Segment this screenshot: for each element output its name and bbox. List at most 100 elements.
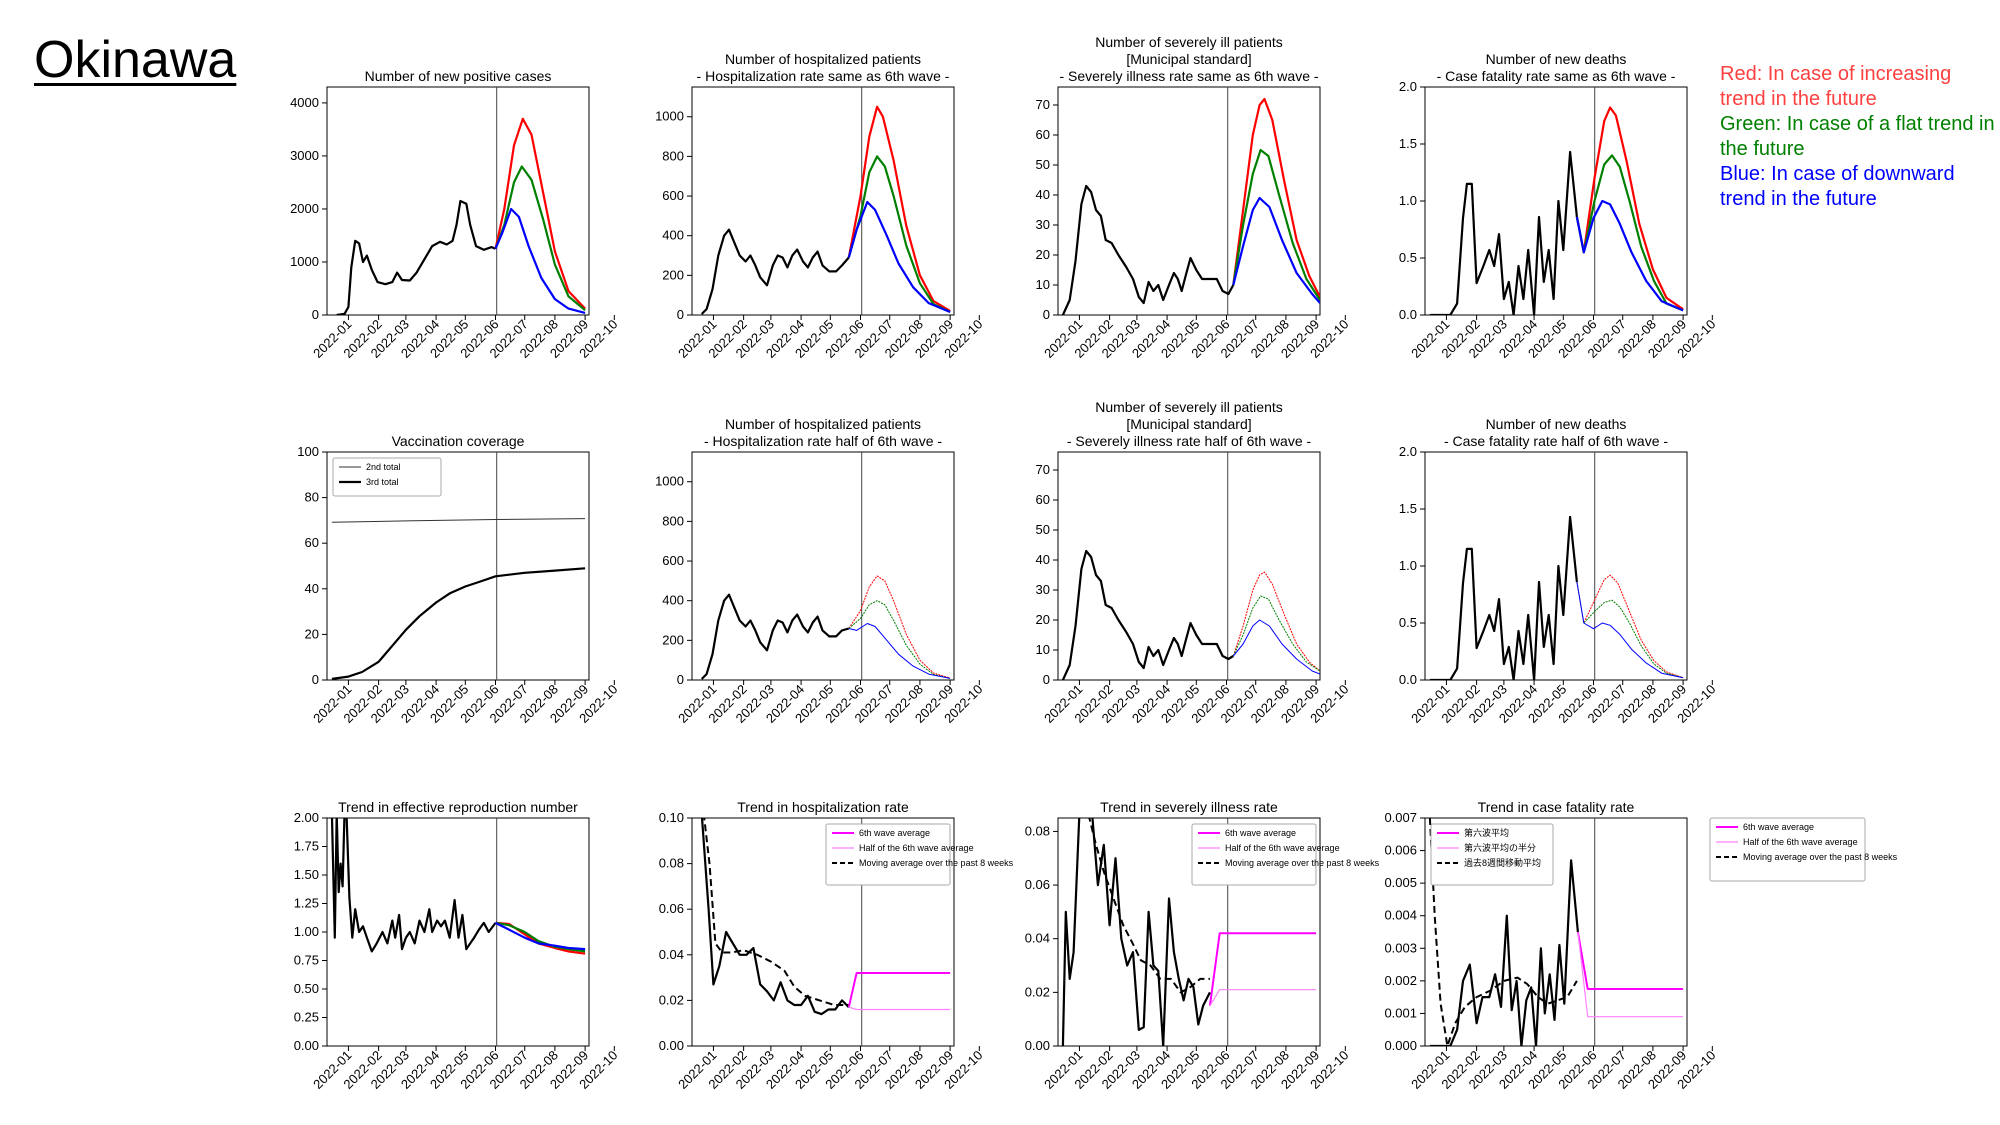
chart-title: Trend in case fatality rate [1478, 799, 1635, 815]
y-tick-label: 200 [662, 632, 684, 647]
legend-label: Half of the 6th wave average [1225, 843, 1340, 853]
chart-legend: 6th wave average Half of the 6th wave ave… [825, 823, 1014, 886]
chart-title: [Municipal standard] [1126, 416, 1251, 432]
series-line-increasing_thin [1232, 571, 1320, 672]
y-tick-label: 0.75 [294, 953, 319, 968]
legend-note-green: Green: In case of a flat trend in the fu… [1720, 113, 1995, 160]
chart-severely-ill-half: Number of severely ill patients[Municipa… [1036, 399, 1352, 726]
y-tick-label: 0.006 [1384, 843, 1417, 858]
chart-title: - Severely illness rate half of 6th wave… [1067, 433, 1312, 449]
y-tick-label: 0.0 [1399, 307, 1417, 322]
series-line-downward [847, 200, 951, 314]
y-tick-label: 0.000 [1384, 1038, 1417, 1053]
y-tick-label: 0.00 [659, 1038, 684, 1053]
y-tick-label: 0 [677, 672, 684, 687]
chart-new-positive-cases: Number of new positive cases 0 1000 2000 300… [290, 68, 620, 361]
y-tick-label: 60 [1036, 127, 1050, 142]
y-tick-label: 0 [677, 307, 684, 322]
chart-new-deaths-half: Number of new deaths- Case fatality rate… [1399, 416, 1719, 726]
series-line-half_sixth [1577, 931, 1684, 1018]
y-tick-label: 40 [305, 581, 319, 596]
legend-label: 第六波平均の半分 [1464, 842, 1536, 853]
series-line-flat [494, 165, 586, 312]
series-line-sixth_wave_avg [1576, 931, 1684, 990]
y-tick-label: 1.0 [1399, 193, 1417, 208]
y-tick-label: 0.0 [1399, 672, 1417, 687]
series-line-actual [1061, 818, 1211, 1046]
chart-title: Number of new deaths [1486, 416, 1627, 432]
y-tick-label: 800 [662, 513, 684, 528]
chart-title: - Case fatality rate same as 6th wave - [1437, 68, 1676, 84]
legend-label: 6th wave average [1225, 828, 1296, 838]
y-tick-label: 0.06 [659, 901, 684, 916]
series-line-increasing_thin [848, 575, 951, 679]
y-tick-label: 0.002 [1384, 973, 1417, 988]
legend-note-red: Red: In case of increasing trend in the … [1720, 63, 1952, 110]
legend-label: Half of the 6th wave average [1743, 837, 1858, 847]
y-tick-label: 600 [662, 553, 684, 568]
legend-note-blue: Blue: In case of downward trend in the f… [1720, 163, 1955, 210]
series-line-moving_avg [1428, 818, 1578, 1046]
y-tick-label: 1.50 [294, 867, 319, 882]
series-line-actual [700, 593, 850, 680]
y-tick-label: 200 [662, 267, 684, 282]
y-tick-label: 0 [1043, 307, 1050, 322]
series-line-flat_thin [1576, 581, 1684, 679]
series-line-actual [1061, 184, 1235, 315]
legend-label: Half of the 6th wave average [859, 843, 974, 853]
chart-title: - Case fatality rate half of 6th wave - [1444, 433, 1668, 449]
chart-title: Number of severely ill patients [1095, 399, 1283, 415]
plot-frame [1057, 817, 1321, 1047]
series-line-downward [494, 207, 586, 314]
y-tick-label: 1.75 [294, 839, 319, 854]
y-tick-label: 0.25 [294, 1010, 319, 1025]
legend-label: 3rd total [366, 477, 399, 487]
series-line-flat [847, 155, 951, 313]
y-tick-label: 2000 [290, 201, 319, 216]
y-tick-label: 0.06 [1025, 877, 1050, 892]
series-line-actual [700, 228, 850, 315]
y-tick-label: 1.25 [294, 896, 319, 911]
series-line-flat_thin [1232, 595, 1320, 672]
y-tick-label: 60 [305, 535, 319, 550]
chart-vaccination-coverage: Vaccination coverage0204060801002022-012… [297, 433, 620, 726]
y-tick-label: 1.00 [294, 924, 319, 939]
y-tick-label: 0.005 [1384, 875, 1417, 890]
series-line-downward [1575, 199, 1684, 312]
y-tick-label: 1.0 [1399, 558, 1417, 573]
scenario-legend-note: Red: In case of increasing trend in the … [1720, 62, 2000, 212]
chart-new-deaths-6th: Number of new deaths- Case fatality rate… [1399, 51, 1719, 361]
legend-label: 過去8週間移動平均 [1464, 857, 1541, 868]
series-line-actual [331, 567, 586, 680]
series-line-actual [1429, 859, 1579, 1046]
chart-title: Number of new deaths [1486, 51, 1627, 67]
legend-label: Moving average over the past 8 weeks [1743, 852, 1898, 862]
legend-label: 6th wave average [859, 828, 930, 838]
y-tick-label: 0.007 [1384, 810, 1417, 825]
y-tick-label: 80 [305, 490, 319, 505]
y-tick-label: 2.00 [294, 810, 319, 825]
legend-label: 第六波平均 [1464, 827, 1509, 838]
region-title: Okinawa [34, 31, 237, 89]
series-line-downward [495, 921, 586, 951]
series-line-actual [330, 818, 497, 953]
chart-hospitalization-rate: Trend in hospitalization rate 0.00 0.02 0.0… [659, 799, 1014, 1092]
series-line-sixth_wave_avg [847, 972, 951, 1008]
y-tick-label: 0 [312, 307, 319, 322]
y-tick-label: 70 [1036, 97, 1050, 112]
y-tick-label: 400 [662, 228, 684, 243]
y-tick-label: 1000 [655, 109, 684, 124]
legend-label: Moving average over the past 8 weeks [1225, 858, 1380, 868]
chart-title: - Severely illness rate same as 6th wave… [1059, 68, 1318, 84]
chart-case-fatality-rate: Trend in case fatality rate 0.000 0.001 0.0… [1384, 799, 1718, 1092]
series-line-actual [1061, 549, 1234, 680]
y-tick-label: 0.00 [1025, 1038, 1050, 1053]
y-tick-label: 0.08 [659, 856, 684, 871]
y-tick-label: 50 [1036, 522, 1050, 537]
y-tick-label: 0 [312, 672, 319, 687]
y-tick-label: 3000 [290, 148, 319, 163]
series-line-actual [1429, 150, 1578, 315]
y-tick-label: 20 [305, 626, 319, 641]
plot-frame [1057, 86, 1321, 316]
y-tick-label: 0.08 [1025, 823, 1050, 838]
